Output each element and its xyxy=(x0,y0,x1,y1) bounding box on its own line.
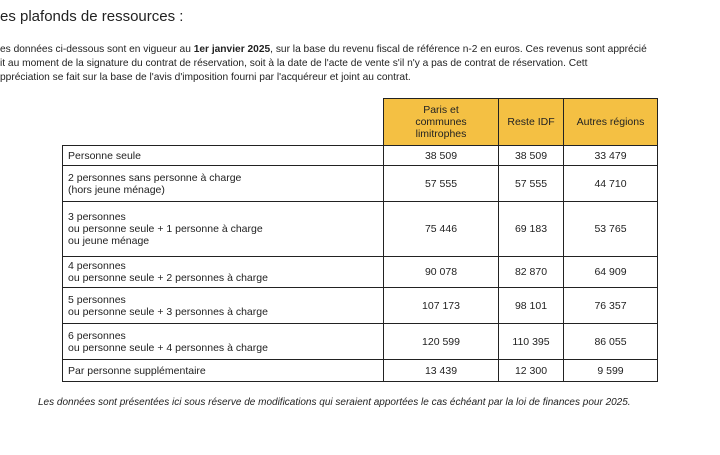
label-line: ou jeune ménage xyxy=(68,235,150,247)
value-cell: 69 183 xyxy=(498,201,564,257)
value-cell: 120 599 xyxy=(383,323,499,360)
header-line: Autres régions xyxy=(576,116,645,128)
value-cell: 75 446 xyxy=(383,201,499,257)
footnote: Les données sont présentées ici sous rés… xyxy=(38,397,631,408)
value-cell: 90 078 xyxy=(383,256,499,288)
table-row: 3 personnes ou personne seule + 1 personn… xyxy=(62,201,658,257)
header-line: Reste IDF xyxy=(507,116,555,128)
value-cell: 38 509 xyxy=(383,145,499,166)
label-line: ou personne seule + 4 personnes à charge xyxy=(68,341,268,354)
blank-cell xyxy=(62,98,384,146)
label-line: 2 personnes sans personne à charge xyxy=(68,171,242,184)
text-span: es données ci-dessous sont en vigueur au xyxy=(0,44,194,55)
label-line: ou personne seule + 1 personne à charge xyxy=(68,223,263,235)
intro-line: es données ci-dessous sont en vigueur au… xyxy=(0,43,720,57)
bold-date: 1er janvier 2025 xyxy=(193,44,271,55)
header-line: limitrophes xyxy=(415,128,467,140)
header-line: Paris et xyxy=(423,104,459,116)
value-cell: 13 439 xyxy=(383,359,499,382)
row-label: 5 personnes ou personne seule + 3 personn… xyxy=(62,287,384,324)
column-header: Paris et communes limitrophes xyxy=(383,98,499,146)
row-label: 4 personnes ou personne seule + 2 personn… xyxy=(62,256,384,288)
label-line: 4 personnes xyxy=(68,260,126,272)
column-header: Reste IDF xyxy=(498,98,564,146)
value-cell: 82 870 xyxy=(498,256,564,288)
value-cell: 33 479 xyxy=(563,145,658,166)
value-cell: 110 395 xyxy=(498,323,564,360)
header-line: communes xyxy=(415,116,467,128)
table-row: Par personne supplémentaire 13 439 12 300 9… xyxy=(62,359,658,382)
label-line: ou personne seule + 2 personnes à charge xyxy=(68,272,268,284)
table-row: 2 personnes sans personne à charge (hors … xyxy=(62,165,658,202)
row-label: 2 personnes sans personne à charge (hors … xyxy=(62,165,384,202)
value-cell: 9 599 xyxy=(563,359,658,382)
label-line: Par personne supplémentaire xyxy=(68,364,206,377)
table-row: 4 personnes ou personne seule + 2 personn… xyxy=(62,256,658,288)
value-cell: 53 765 xyxy=(563,201,658,257)
label-line: 6 personnes xyxy=(68,329,126,342)
value-cell: 98 101 xyxy=(498,287,564,324)
text-span: , sur la base du revenu fiscal de référe… xyxy=(270,44,647,55)
intro-line: ppréciation se fait sur la base de l'avi… xyxy=(0,71,720,85)
value-cell: 57 555 xyxy=(383,165,499,202)
intro-text: es données ci-dessous sont en vigueur au… xyxy=(0,43,720,85)
label-line: Personne seule xyxy=(68,149,141,162)
value-cell: 12 300 xyxy=(498,359,564,382)
label-line: ou personne seule + 3 personnes à charge xyxy=(68,305,268,318)
intro-line: it au moment de la signature du contrat … xyxy=(0,57,720,71)
text-span: ppréciation se fait sur la base de l'avi… xyxy=(0,72,411,83)
value-cell: 38 509 xyxy=(498,145,564,166)
value-cell: 57 555 xyxy=(498,165,564,202)
label-line: 3 personnes xyxy=(68,211,126,223)
header-row: Paris et communes limitrophes Reste IDF Autr… xyxy=(62,98,658,146)
row-label: Personne seule xyxy=(62,145,384,166)
value-cell: 44 710 xyxy=(563,165,658,202)
column-header: Autres régions xyxy=(563,98,658,146)
value-cell: 64 909 xyxy=(563,256,658,288)
label-line: (hors jeune ménage) xyxy=(68,183,165,196)
label-line: 5 personnes xyxy=(68,293,126,306)
table-row: 6 personnes ou personne seule + 4 personn… xyxy=(62,323,658,360)
row-label: 3 personnes ou personne seule + 1 personn… xyxy=(62,201,384,257)
text-span: it au moment de la signature du contrat … xyxy=(0,58,588,69)
value-cell: 76 357 xyxy=(563,287,658,324)
section-title: es plafonds de ressources : xyxy=(0,8,184,25)
row-label: 6 personnes ou personne seule + 4 personn… xyxy=(62,323,384,360)
table-row: Personne seule 38 509 38 509 33 479 xyxy=(62,145,658,166)
income-table: Paris et communes limitrophes Reste IDF Autr… xyxy=(62,98,658,382)
value-cell: 107 173 xyxy=(383,287,499,324)
row-label: Par personne supplémentaire xyxy=(62,359,384,382)
table-row: 5 personnes ou personne seule + 3 personn… xyxy=(62,287,658,324)
value-cell: 86 055 xyxy=(563,323,658,360)
